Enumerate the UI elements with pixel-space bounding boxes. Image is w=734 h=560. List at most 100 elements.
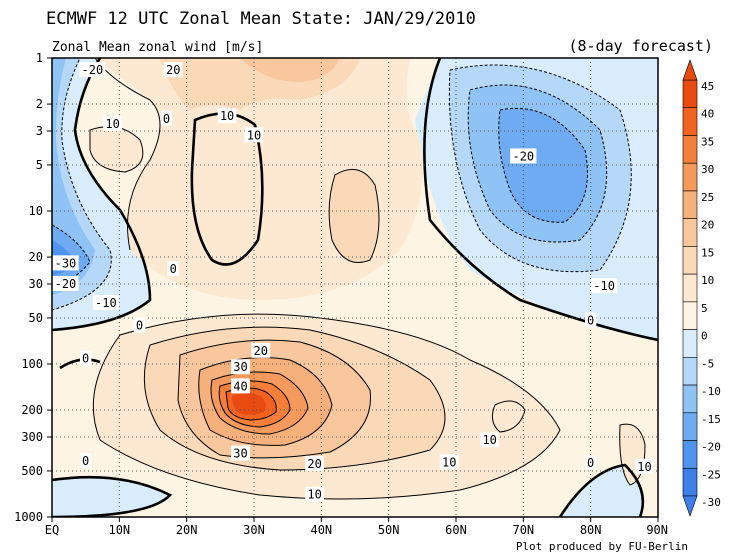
y-tick-label: 50 xyxy=(29,311,43,325)
x-tick-label: 20N xyxy=(176,523,198,537)
x-tick-label: 90N xyxy=(646,523,668,537)
chart-subtitle: Zonal Mean zonal wind [m/s] xyxy=(52,40,263,55)
colorbar-label: 0 xyxy=(701,330,708,343)
contour-label: 30 xyxy=(233,447,247,461)
y-tick-label: 200 xyxy=(21,403,43,417)
colorbar-label: -25 xyxy=(701,468,721,481)
contour-label: 0 xyxy=(82,454,89,468)
colorbar-label: 45 xyxy=(701,80,714,93)
plot-frame xyxy=(51,57,659,518)
colorbar-swatch xyxy=(682,329,698,358)
contour-label: 0 xyxy=(82,351,89,365)
y-tick-label: 1000 xyxy=(14,510,43,524)
contour-field xyxy=(52,58,658,517)
contour-label: -20 xyxy=(512,149,534,163)
chart-title: ECMWF 12 UTC Zonal Mean State: JAN/29/20… xyxy=(46,9,476,29)
colorbar-label: -20 xyxy=(701,441,721,454)
x-axis: EQ 10N 20N 30N 40N 50N 60N 70N 80N 90N xyxy=(45,517,668,537)
forecast-note: (8-day forecast) xyxy=(569,37,714,55)
y-tick-label: 2 xyxy=(36,97,43,111)
contour-label-bg xyxy=(231,445,250,461)
contour-label-bg xyxy=(244,127,264,143)
contour-label: 30 xyxy=(233,360,247,374)
y-tick-label: 10 xyxy=(29,204,43,218)
x-tick-label: 30N xyxy=(243,523,265,537)
colorbar-label: -10 xyxy=(701,385,721,398)
contour-label-bg xyxy=(79,452,92,468)
colorbar-label: 20 xyxy=(701,219,714,232)
y-tick-label: 20 xyxy=(29,250,43,264)
contour-label-bg xyxy=(584,312,597,328)
contour-label: 0 xyxy=(136,318,143,332)
colorbar-swatch xyxy=(682,357,698,386)
colorbar-swatch xyxy=(682,412,698,441)
contour-label-bg xyxy=(92,295,119,311)
colorbar-label: 10 xyxy=(701,274,714,287)
y-tick-label: 100 xyxy=(21,357,43,371)
contour-label-bg xyxy=(635,458,654,474)
y-tick-label: 30 xyxy=(29,277,43,291)
contour-label: -30 xyxy=(55,256,77,270)
contour-label-bg xyxy=(305,486,324,502)
contour-label: 10 xyxy=(247,128,261,142)
contour-label-bg xyxy=(52,275,79,291)
colorbar-swatch xyxy=(682,246,698,275)
colorbar-label: -30 xyxy=(701,496,721,509)
x-tick-label: EQ xyxy=(45,523,59,537)
y-tick-label: 500 xyxy=(21,464,43,478)
colorbar-top-arrow xyxy=(682,59,698,81)
contour-label: 0 xyxy=(163,112,170,126)
x-tick-label: 10N xyxy=(108,523,130,537)
colorbar-label: 25 xyxy=(701,191,714,204)
contour-label-bg xyxy=(231,359,250,375)
colorbar-label: 15 xyxy=(701,246,714,259)
colorbar-swatch xyxy=(682,384,698,414)
contour-label: 20 xyxy=(166,63,180,77)
contour-label: 10 xyxy=(307,488,321,502)
contour-label: 10 xyxy=(442,455,456,469)
y-tick-label: 1 xyxy=(36,51,43,65)
contour-label-bg xyxy=(160,110,173,126)
colorbar-swatch xyxy=(682,301,698,330)
colorbar-swatch xyxy=(682,273,698,303)
contour-label-bg xyxy=(439,454,459,470)
colorbar-label: 5 xyxy=(701,302,708,315)
contour-label: 20 xyxy=(307,457,321,471)
contour-label: 10 xyxy=(482,433,496,447)
contour-label-bg xyxy=(305,455,324,471)
contour-label: 10 xyxy=(637,460,651,474)
colorbar-label: -5 xyxy=(701,357,714,370)
contour-labels: -20 20 10 0 10 10 -20 -30 -20 -10 0 -10 0 0 0 20 30 40 10 3… xyxy=(52,62,654,502)
colorbar-swatch xyxy=(682,467,698,497)
y-axis: 1 2 3 5 10 20 30 50 100 200 300 500 1000 xyxy=(14,51,52,524)
contour-label: -20 xyxy=(82,63,104,77)
colorbar-label: 30 xyxy=(701,163,714,176)
contour-label: -10 xyxy=(593,279,615,293)
colorbar-swatch xyxy=(682,79,698,109)
colorbar-label: 40 xyxy=(701,108,714,121)
colorbar-bottom-arrow xyxy=(682,495,698,517)
colorbar: 45 40 35 30 25 20 15 10 5 0 -5 -10 -15 -20 -25 -30 xyxy=(682,59,721,517)
x-tick-label: 70N xyxy=(512,523,534,537)
contour-label: 40 xyxy=(233,379,247,393)
contour-label: 0 xyxy=(587,314,594,328)
contour-label-bg xyxy=(591,278,618,294)
colorbar-swatch xyxy=(682,135,698,164)
colorbar-swatch xyxy=(682,107,698,136)
contour-label: 10 xyxy=(105,117,119,131)
colorbar-swatch xyxy=(682,162,698,192)
x-tick-label: 40N xyxy=(310,523,332,537)
plot-credit: Plot produced by FU-Berlin xyxy=(516,540,688,553)
contour-label-bg xyxy=(79,62,106,78)
contour-label-bg xyxy=(217,108,237,124)
contour-label-bg xyxy=(510,148,537,164)
colorbar-swatch xyxy=(682,218,698,247)
y-tick-label: 5 xyxy=(36,158,43,172)
contour-label: 0 xyxy=(587,456,594,470)
contour-label-bg xyxy=(103,115,122,131)
y-tick-label: 3 xyxy=(36,124,43,138)
contour-label-bg xyxy=(79,350,92,366)
contour-label: -10 xyxy=(95,296,117,310)
y-tick-label: 300 xyxy=(21,430,43,444)
